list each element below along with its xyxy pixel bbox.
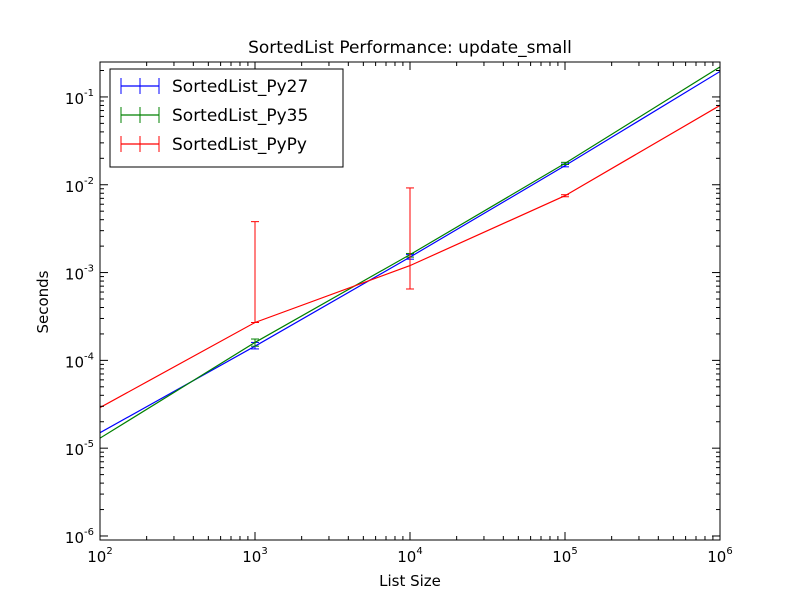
legend-item-2: SortedList_Py35 <box>120 106 308 126</box>
series-group <box>100 66 720 439</box>
error-bar <box>251 221 259 323</box>
error-bar <box>406 187 414 290</box>
y-tick-exponent: -5 <box>84 439 94 450</box>
error-bar <box>251 338 259 347</box>
plot-area <box>99 61 721 541</box>
x-tick-exponent: 5 <box>571 546 577 557</box>
legend-item-1: SortedList_Py27 <box>120 77 308 97</box>
y-tick-exponent: -2 <box>84 176 94 187</box>
legend-frame <box>109 68 344 168</box>
y-tick-exponent: -3 <box>84 264 94 275</box>
legend: SortedList_Py27 SortedList_Py35 SortedList… <box>109 68 344 168</box>
legend-label: SortedList_Py35 <box>172 106 308 126</box>
y-tick-exponent: -6 <box>84 527 94 538</box>
chart-title: SortedList Performance: update_small <box>248 38 572 58</box>
x-tick-exponent: 6 <box>726 546 732 557</box>
x-axis-label: List Size <box>379 572 441 590</box>
x-tick-exponent: 3 <box>261 546 267 557</box>
legend-item-3: SortedList_PyPy <box>120 135 307 155</box>
error-bar <box>561 161 569 166</box>
legend-label: SortedList_PyPy <box>172 135 307 155</box>
y-tick-exponent: -1 <box>84 88 94 99</box>
x-tick-exponent: 2 <box>106 546 112 557</box>
y-tick-exponent: -4 <box>84 351 94 362</box>
legend-label: SortedList_Py27 <box>172 77 308 97</box>
error-bar <box>561 194 569 198</box>
y-axis-label: Seconds <box>34 270 52 333</box>
x-tick-exponent: 4 <box>416 546 422 557</box>
